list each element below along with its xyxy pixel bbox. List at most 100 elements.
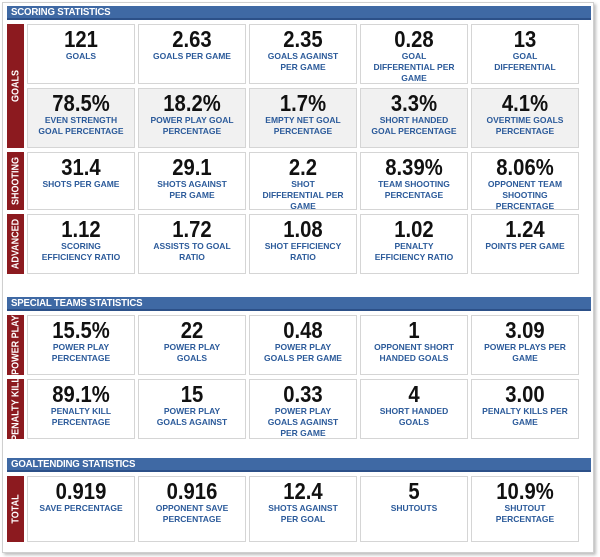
stat-label: SHOTS AGAINST PER GOAL	[268, 503, 338, 524]
stat-row: 15.5% POWER PLAY PERCENTAGE 22 POWER PLAY G…	[27, 315, 591, 375]
stat-value: 1	[408, 317, 420, 343]
stat-cell: 4 SHORT HANDED GOALS	[360, 379, 468, 439]
stat-cell: 3.3% SHORT HANDED GOAL PERCENTAGE	[360, 88, 468, 148]
group-label-text: PENALTY KILL	[10, 377, 21, 441]
stat-cell: 121 GOALS	[27, 24, 135, 84]
stat-label: EMPTY NET GOAL PERCENTAGE	[265, 115, 341, 136]
stat-label: SHOT DIFFERENTIAL PER GAME	[262, 179, 344, 211]
stat-cell: 22 POWER PLAY GOALS	[138, 315, 246, 375]
stat-group: PENALTY KILL 89.1% PENALTY KILL PERCENTAG…	[7, 377, 591, 441]
stats-panel: SCORING STATISTICS GOALS 121 GOALS 2.63 GOA…	[2, 2, 594, 553]
stat-value: 0.33	[283, 381, 323, 407]
group-label-text: GOALS	[10, 69, 21, 103]
stat-cell: 2.2 SHOT DIFFERENTIAL PER GAME	[249, 152, 357, 211]
stat-cell: 1.12 SCORING EFFICIENCY RATIO	[27, 214, 135, 274]
stat-value: 1.24	[505, 216, 545, 242]
stat-label: OVERTIME GOALS PERCENTAGE	[486, 115, 564, 136]
stat-row: 89.1% PENALTY KILL PERCENTAGE 15 POWER PLAY…	[27, 379, 591, 439]
group-label: POWER PLAY	[7, 315, 24, 375]
stat-label: GOALS	[65, 51, 97, 61]
stat-value: 2.63	[172, 26, 212, 52]
stat-group: TOTAL 0.919 SAVE PERCENTAGE 0.916 OPPONENT …	[7, 476, 591, 542]
stat-label: EVEN STRENGTH GOAL PERCENTAGE	[38, 115, 124, 136]
stat-cell: 1.02 PENALTY EFFICIENCY RATIO	[360, 214, 468, 274]
stat-value: 2.35	[283, 26, 323, 52]
stat-value: 0.28	[394, 26, 434, 52]
stat-cell: 0.48 POWER PLAY GOALS PER GAME	[249, 315, 357, 375]
stat-value: 8.06%	[496, 154, 554, 180]
stat-value: 2.2	[288, 154, 318, 180]
stat-value: 29.1	[172, 154, 212, 180]
stat-value: 3.3%	[390, 90, 438, 116]
stat-label: SHORT HANDED GOALS	[379, 406, 449, 427]
stat-value: 1.72	[172, 216, 212, 242]
stat-label: TEAM SHOOTING PERCENTAGE	[378, 179, 450, 200]
stat-cell: 3.00 PENALTY KILLS PER GAME	[471, 379, 579, 439]
stat-value: 78.5%	[52, 90, 110, 116]
stat-value: 15	[180, 381, 204, 407]
stat-value: 0.919	[55, 478, 107, 504]
group-label: PENALTY KILL	[7, 377, 24, 441]
stat-label: POWER PLAYS PER GAME	[484, 342, 566, 363]
stat-label: OPPONENT TEAM SHOOTING PERCENTAGE	[487, 179, 563, 211]
stat-group: SHOOTING 31.4 SHOTS PER GAME 29.1 SHOTS AGA…	[7, 152, 591, 211]
stat-label: SHOTS PER GAME	[42, 179, 120, 189]
stat-label: POWER PLAY GOALS PER GAME	[264, 342, 342, 363]
stat-cell: 0.28 GOAL DIFFERENTIAL PER GAME	[360, 24, 468, 84]
section-title: SCORING STATISTICS	[11, 6, 111, 18]
stat-cell: 10.9% SHUTOUT PERCENTAGE	[471, 476, 579, 542]
stat-label: POINTS PER GAME	[485, 241, 565, 251]
stat-cell: 15 POWER PLAY GOALS AGAINST	[138, 379, 246, 439]
stat-value: 0.48	[283, 317, 323, 343]
stat-value: 12.4	[283, 478, 323, 504]
stat-cell: 1.08 SHOT EFFICIENCY RATIO	[249, 214, 357, 274]
stat-value: 1.02	[394, 216, 434, 242]
stat-cell: 8.06% OPPONENT TEAM SHOOTING PERCENTAGE	[471, 152, 579, 211]
stat-cell: 4.1% OVERTIME GOALS PERCENTAGE	[471, 88, 579, 148]
stat-cell: 8.39% TEAM SHOOTING PERCENTAGE	[360, 152, 468, 210]
stat-label: GOAL DIFFERENTIAL PER GAME	[373, 51, 455, 83]
section-header: SCORING STATISTICS	[7, 6, 591, 20]
stat-value: 4.1%	[501, 90, 549, 116]
stat-label: POWER PLAY GOALS AGAINST	[156, 406, 228, 427]
stat-value: 121	[64, 26, 98, 52]
group-label: ADVANCED	[7, 214, 24, 274]
stat-cell: 15.5% POWER PLAY PERCENTAGE	[27, 315, 135, 375]
stat-value: 13	[513, 26, 537, 52]
stat-row: 31.4 SHOTS PER GAME 29.1 SHOTS AGAINST PER …	[27, 152, 591, 211]
stat-label: SCORING EFFICIENCY RATIO	[41, 241, 121, 262]
stat-cell: 0.919 SAVE PERCENTAGE	[27, 476, 135, 542]
special-teams-section: SPECIAL TEAMS STATISTICS POWER PLAY 15.5…	[7, 297, 591, 445]
section-title: GOALTENDING STATISTICS	[11, 458, 136, 470]
stat-cell: 1.24 POINTS PER GAME	[471, 214, 579, 274]
group-label-text: POWER PLAY	[10, 315, 21, 375]
stat-cell: 3.09 POWER PLAYS PER GAME	[471, 315, 579, 375]
stat-label: POWER PLAY GOALS	[163, 342, 221, 363]
stat-group: ADVANCED 1.12 SCORING EFFICIENCY RATIO 1.7…	[7, 214, 591, 274]
stat-cell: 78.5% EVEN STRENGTH GOAL PERCENTAGE	[27, 88, 135, 148]
stat-value: 22	[180, 317, 204, 343]
stat-label: GOALS AGAINST PER GAME	[267, 51, 339, 72]
stat-value: 5	[408, 478, 420, 504]
stat-cell: 0.33 POWER PLAY GOALS AGAINST PER GAME	[249, 379, 357, 439]
stat-value: 15.5%	[52, 317, 110, 343]
group-label-text: SHOOTING	[10, 156, 21, 206]
stat-row: 0.919 SAVE PERCENTAGE 0.916 OPPONENT SAVE P…	[27, 476, 591, 542]
stat-cell: 13 GOAL DIFFERENTIAL	[471, 24, 579, 84]
stat-label: PENALTY EFFICIENCY RATIO	[374, 241, 454, 262]
scoring-section: SCORING STATISTICS GOALS 121 GOALS 2.63 GOA…	[7, 6, 591, 286]
stat-cell: 1 OPPONENT SHORT HANDED GOALS	[360, 315, 468, 375]
stat-group: POWER PLAY 15.5% POWER PLAY PERCENTAGE 22 P…	[7, 315, 591, 375]
stat-value: 89.1%	[52, 381, 110, 407]
stat-row: 78.5% EVEN STRENGTH GOAL PERCENTAGE 18.2% P…	[27, 88, 591, 148]
stat-value: 1.08	[283, 216, 323, 242]
stat-value: 0.916	[166, 478, 218, 504]
stat-label: POWER PLAY GOAL PERCENTAGE	[150, 115, 234, 136]
stat-label: PENALTY KILL PERCENTAGE	[50, 406, 112, 427]
stat-value: 3.00	[505, 381, 545, 407]
stat-cell: 12.4 SHOTS AGAINST PER GOAL	[249, 476, 357, 542]
section-header: GOALTENDING STATISTICS	[7, 458, 591, 472]
stat-row: 1.12 SCORING EFFICIENCY RATIO 1.72 ASSISTS …	[27, 214, 591, 274]
stat-cell: 18.2% POWER PLAY GOAL PERCENTAGE	[138, 88, 246, 148]
section-title: SPECIAL TEAMS STATISTICS	[11, 297, 143, 309]
